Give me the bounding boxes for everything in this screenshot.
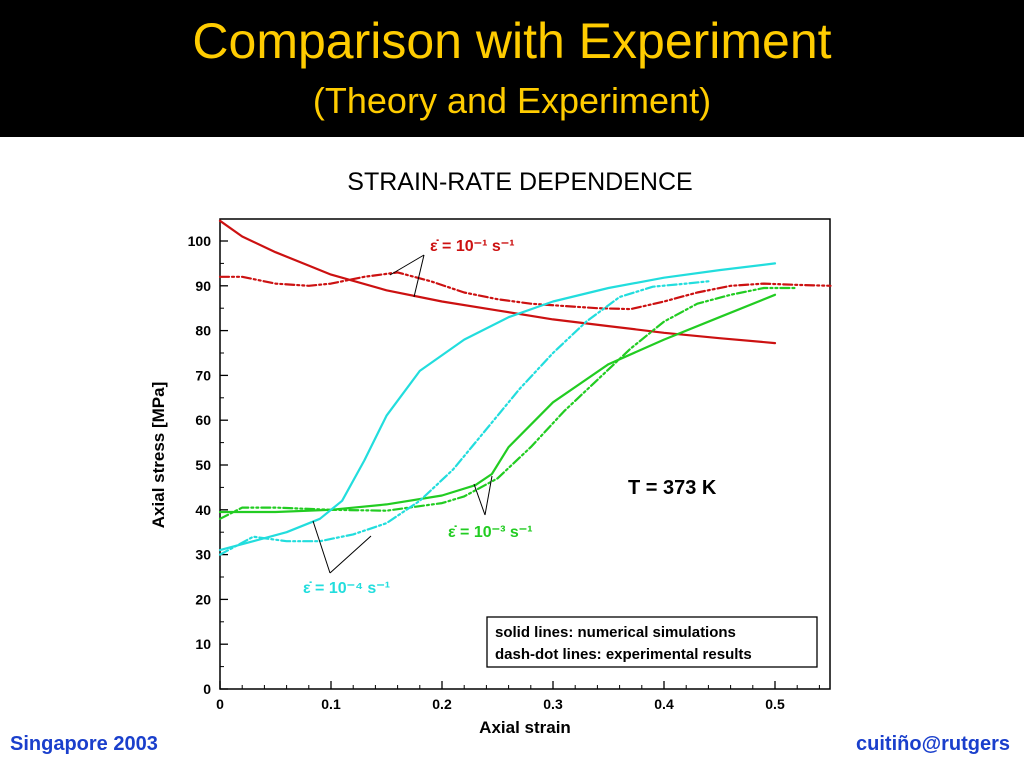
y-tick-label: 30	[195, 547, 211, 563]
x-tick-label: 0.3	[543, 696, 563, 712]
chart-title: STRAIN-RATE DEPENDENCE	[347, 168, 693, 196]
x-axis-label: Axial strain	[479, 718, 571, 737]
x-tick-label: 0.1	[321, 696, 341, 712]
y-axis-label: Axial stress [MPa]	[149, 382, 168, 528]
slide-subtitle: (Theory and Experiment)	[312, 80, 712, 121]
plot-frame	[219, 218, 831, 690]
legend-text: dash-dot lines: experimental results	[495, 646, 752, 663]
label-leader-line	[484, 475, 493, 516]
x-tick-label: 0.5	[765, 696, 785, 712]
series-line-0	[218, 219, 777, 345]
y-tick-label: 60	[195, 412, 211, 428]
y-tick-label: 10	[195, 636, 211, 652]
y-tick-label: 0	[203, 681, 211, 697]
label-leader-line	[413, 254, 425, 298]
series-line-3	[218, 286, 799, 520]
y-tick-label: 50	[195, 457, 211, 473]
x-tick-label: 0	[216, 696, 224, 712]
curve-label: ε̇ = 10⁻³ s⁻¹	[448, 524, 533, 541]
label-leader-line	[312, 520, 331, 574]
legend-box	[486, 616, 818, 668]
legend-text: solid lines: numerical simulations	[495, 624, 736, 641]
label-leader-line	[329, 535, 372, 574]
x-tick-label: 0.2	[432, 696, 452, 712]
y-tick-label: 20	[195, 591, 211, 607]
y-tick-label: 100	[188, 233, 212, 249]
curve-label: ε̇ = 10⁻⁴ s⁻¹	[303, 580, 390, 597]
y-tick-label: 80	[195, 323, 211, 339]
series-line-1	[218, 271, 832, 311]
footer-right: cuitiño@rutgers	[856, 733, 1010, 755]
series-line-4	[218, 262, 777, 552]
label-leader-line	[389, 254, 425, 276]
curve-label: ε̇ = 10⁻¹ s⁻¹	[430, 238, 515, 255]
y-tick-label: 90	[195, 278, 211, 294]
y-tick-label: 70	[195, 367, 211, 383]
label-leader-line	[473, 483, 486, 516]
x-tick-label: 0.4	[654, 696, 674, 712]
title-bar: Comparison with Experiment (Theory and E…	[0, 0, 1024, 137]
series-line-5	[218, 280, 710, 556]
footer-left: Singapore 2003	[10, 733, 158, 755]
y-tick-label: 40	[195, 502, 211, 518]
temperature-annotation: T = 373 K	[628, 477, 717, 499]
slide-title: Comparison with Experiment	[192, 13, 832, 69]
